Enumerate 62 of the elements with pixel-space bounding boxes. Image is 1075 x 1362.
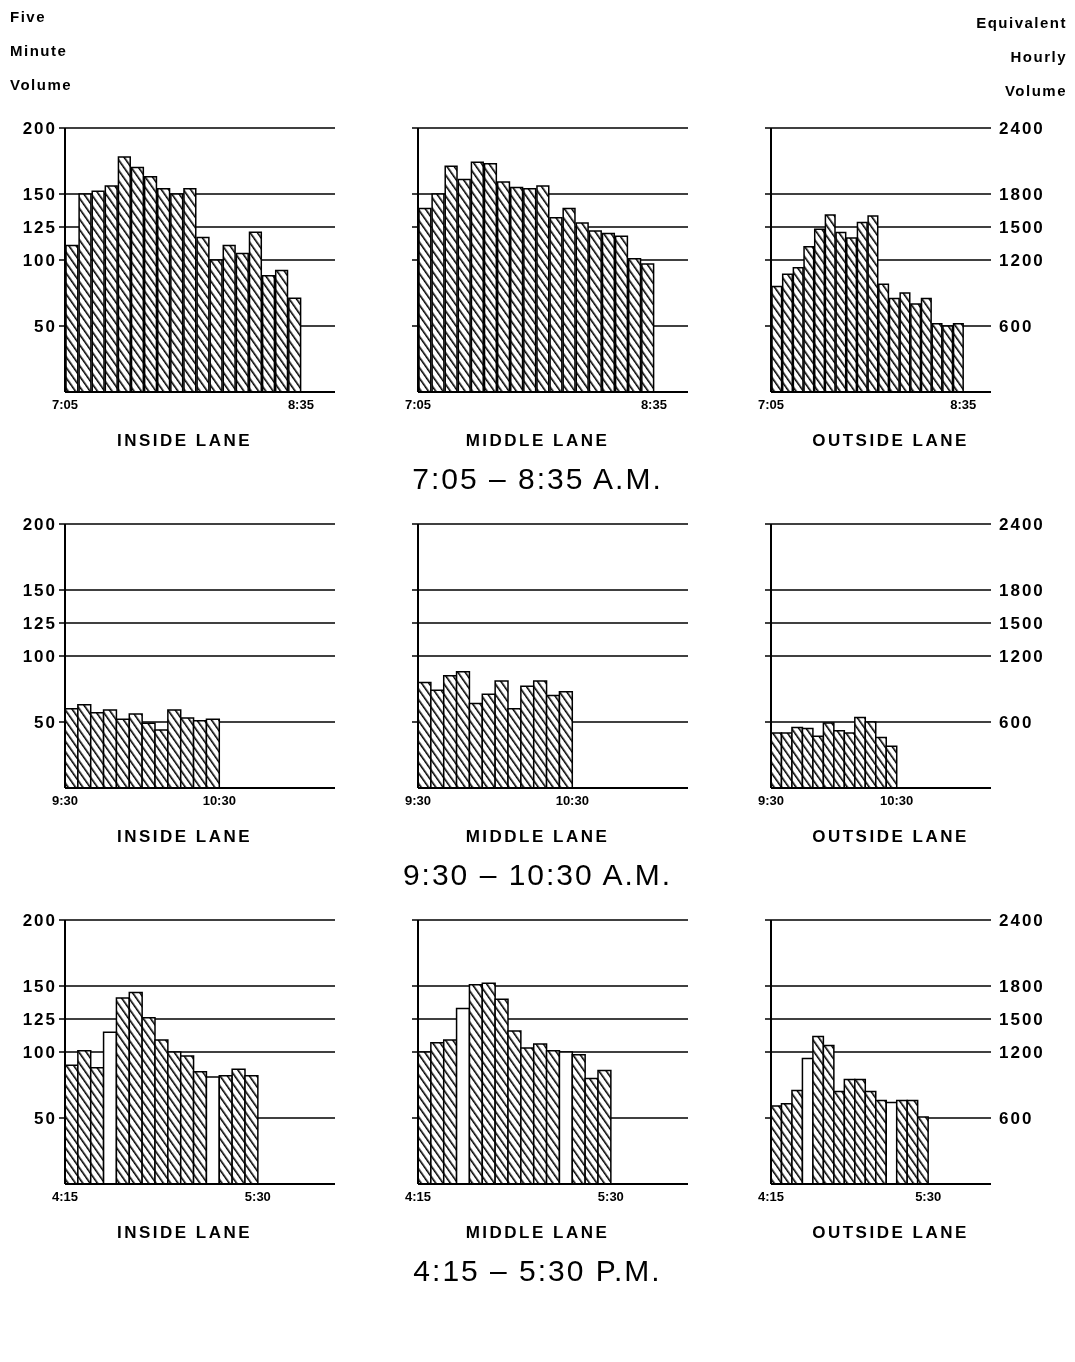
text: 4:15 – 5:30 P.M. xyxy=(413,1254,662,1288)
y2-tick-label: 1500 xyxy=(998,614,1045,634)
x-tick-label: 5:30 xyxy=(597,1189,624,1205)
y-tick-label: 150 xyxy=(22,581,57,601)
x-axis-title: INSIDE LANE xyxy=(116,430,253,452)
y-tick-label: 50 xyxy=(33,713,57,733)
y2-tick-label: 1800 xyxy=(998,185,1045,205)
y-tick-label: 100 xyxy=(22,251,57,271)
x-tick-label: 4:15 xyxy=(51,1189,78,1205)
x-axis-title: MIDDLE LANE xyxy=(465,430,610,452)
y2-tick-label: 600 xyxy=(998,317,1033,337)
y-tick-label: 100 xyxy=(22,647,57,667)
x-tick-label: 7:05 xyxy=(757,397,784,413)
x-tick-label: 8:35 xyxy=(949,397,976,413)
y2-tick-label: 1200 xyxy=(998,251,1045,271)
x-axis-title: OUTSIDE LANE xyxy=(812,826,969,848)
text: 7:05 – 8:35 A.M. xyxy=(412,462,663,496)
x-tick-label: 5:30 xyxy=(244,1189,271,1205)
x-tick-label: 9:30 xyxy=(757,793,784,809)
x-axis-title: MIDDLE LANE xyxy=(465,1222,610,1244)
x-tick-label: 7:05 xyxy=(51,397,78,413)
x-tick-label: 9:30 xyxy=(51,793,78,809)
y2-axis-title: Equivalent Hourly Volume xyxy=(976,13,1067,101)
y-tick-label: 50 xyxy=(33,1109,57,1129)
y-tick-label: 125 xyxy=(22,218,57,238)
x-tick-label: 4:15 xyxy=(404,1189,431,1205)
x-axis-title: OUTSIDE LANE xyxy=(812,430,969,452)
y-tick-label: 50 xyxy=(33,317,57,337)
y2-tick-label: 1500 xyxy=(998,1010,1045,1030)
y2-tick-label: 600 xyxy=(998,1109,1033,1129)
x-tick-label: 5:30 xyxy=(914,1189,941,1205)
y2-tick-label: 2400 xyxy=(998,911,1045,931)
y2-tick-label: 1200 xyxy=(998,1043,1045,1063)
y2-tick-label: 600 xyxy=(998,713,1033,733)
y-tick-label: 100 xyxy=(22,1043,57,1063)
x-axis-title: MIDDLE LANE xyxy=(465,826,610,848)
x-tick-label: 9:30 xyxy=(404,793,431,809)
x-tick-label: 8:35 xyxy=(287,397,314,413)
y-tick-label: 125 xyxy=(22,614,57,634)
x-tick-label: 10:30 xyxy=(555,793,589,809)
x-axis-title: INSIDE LANE xyxy=(116,826,253,848)
y2-tick-label: 2400 xyxy=(998,119,1045,139)
y-tick-label: 150 xyxy=(22,977,57,997)
y-tick-label: 200 xyxy=(22,515,57,535)
y-tick-label: 200 xyxy=(22,911,57,931)
x-tick-label: 7:05 xyxy=(404,397,431,413)
y2-tick-label: 2400 xyxy=(998,515,1045,535)
x-tick-label: 10:30 xyxy=(879,793,913,809)
y-axis-title: Five Minute Volume xyxy=(10,7,73,95)
x-axis-title: OUTSIDE LANE xyxy=(812,1222,969,1244)
x-tick-label: 4:15 xyxy=(757,1189,784,1205)
y2-tick-label: 1800 xyxy=(998,581,1045,601)
y2-tick-label: 1200 xyxy=(998,647,1045,667)
x-tick-label: 8:35 xyxy=(640,397,667,413)
y-tick-label: 125 xyxy=(22,1010,57,1030)
x-tick-label: 10:30 xyxy=(202,793,236,809)
text: 9:30 – 10:30 A.M. xyxy=(402,858,673,892)
x-axis-title: INSIDE LANE xyxy=(116,1222,253,1244)
y2-tick-label: 1800 xyxy=(998,977,1045,997)
y2-tick-label: 1500 xyxy=(998,218,1045,238)
y-tick-label: 150 xyxy=(22,185,57,205)
y-tick-label: 200 xyxy=(22,119,57,139)
